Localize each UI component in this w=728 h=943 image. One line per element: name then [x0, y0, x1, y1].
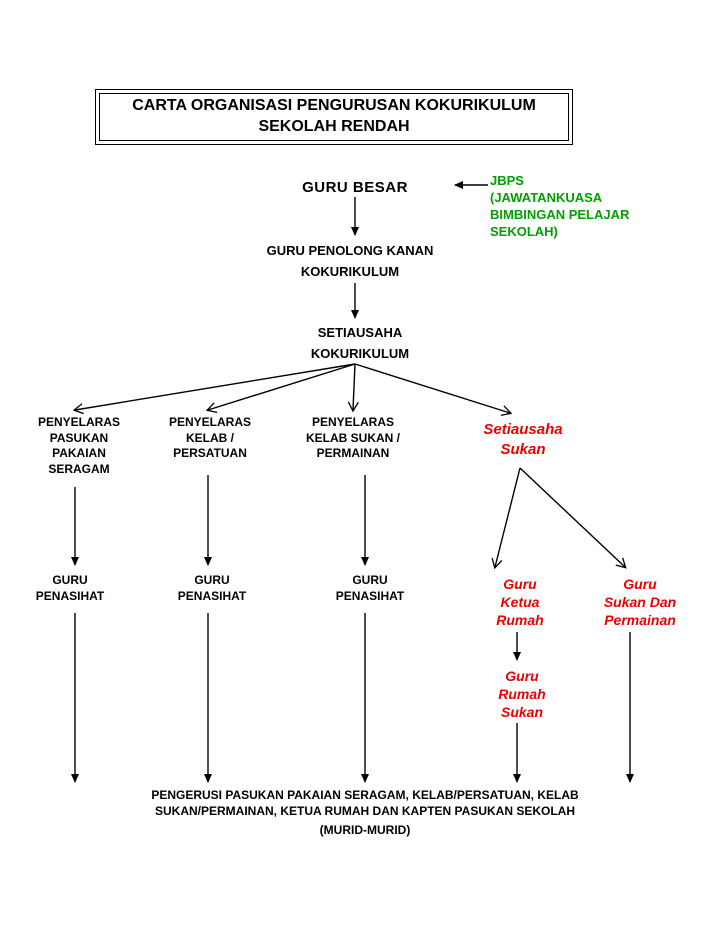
arrows-layer	[0, 0, 728, 943]
